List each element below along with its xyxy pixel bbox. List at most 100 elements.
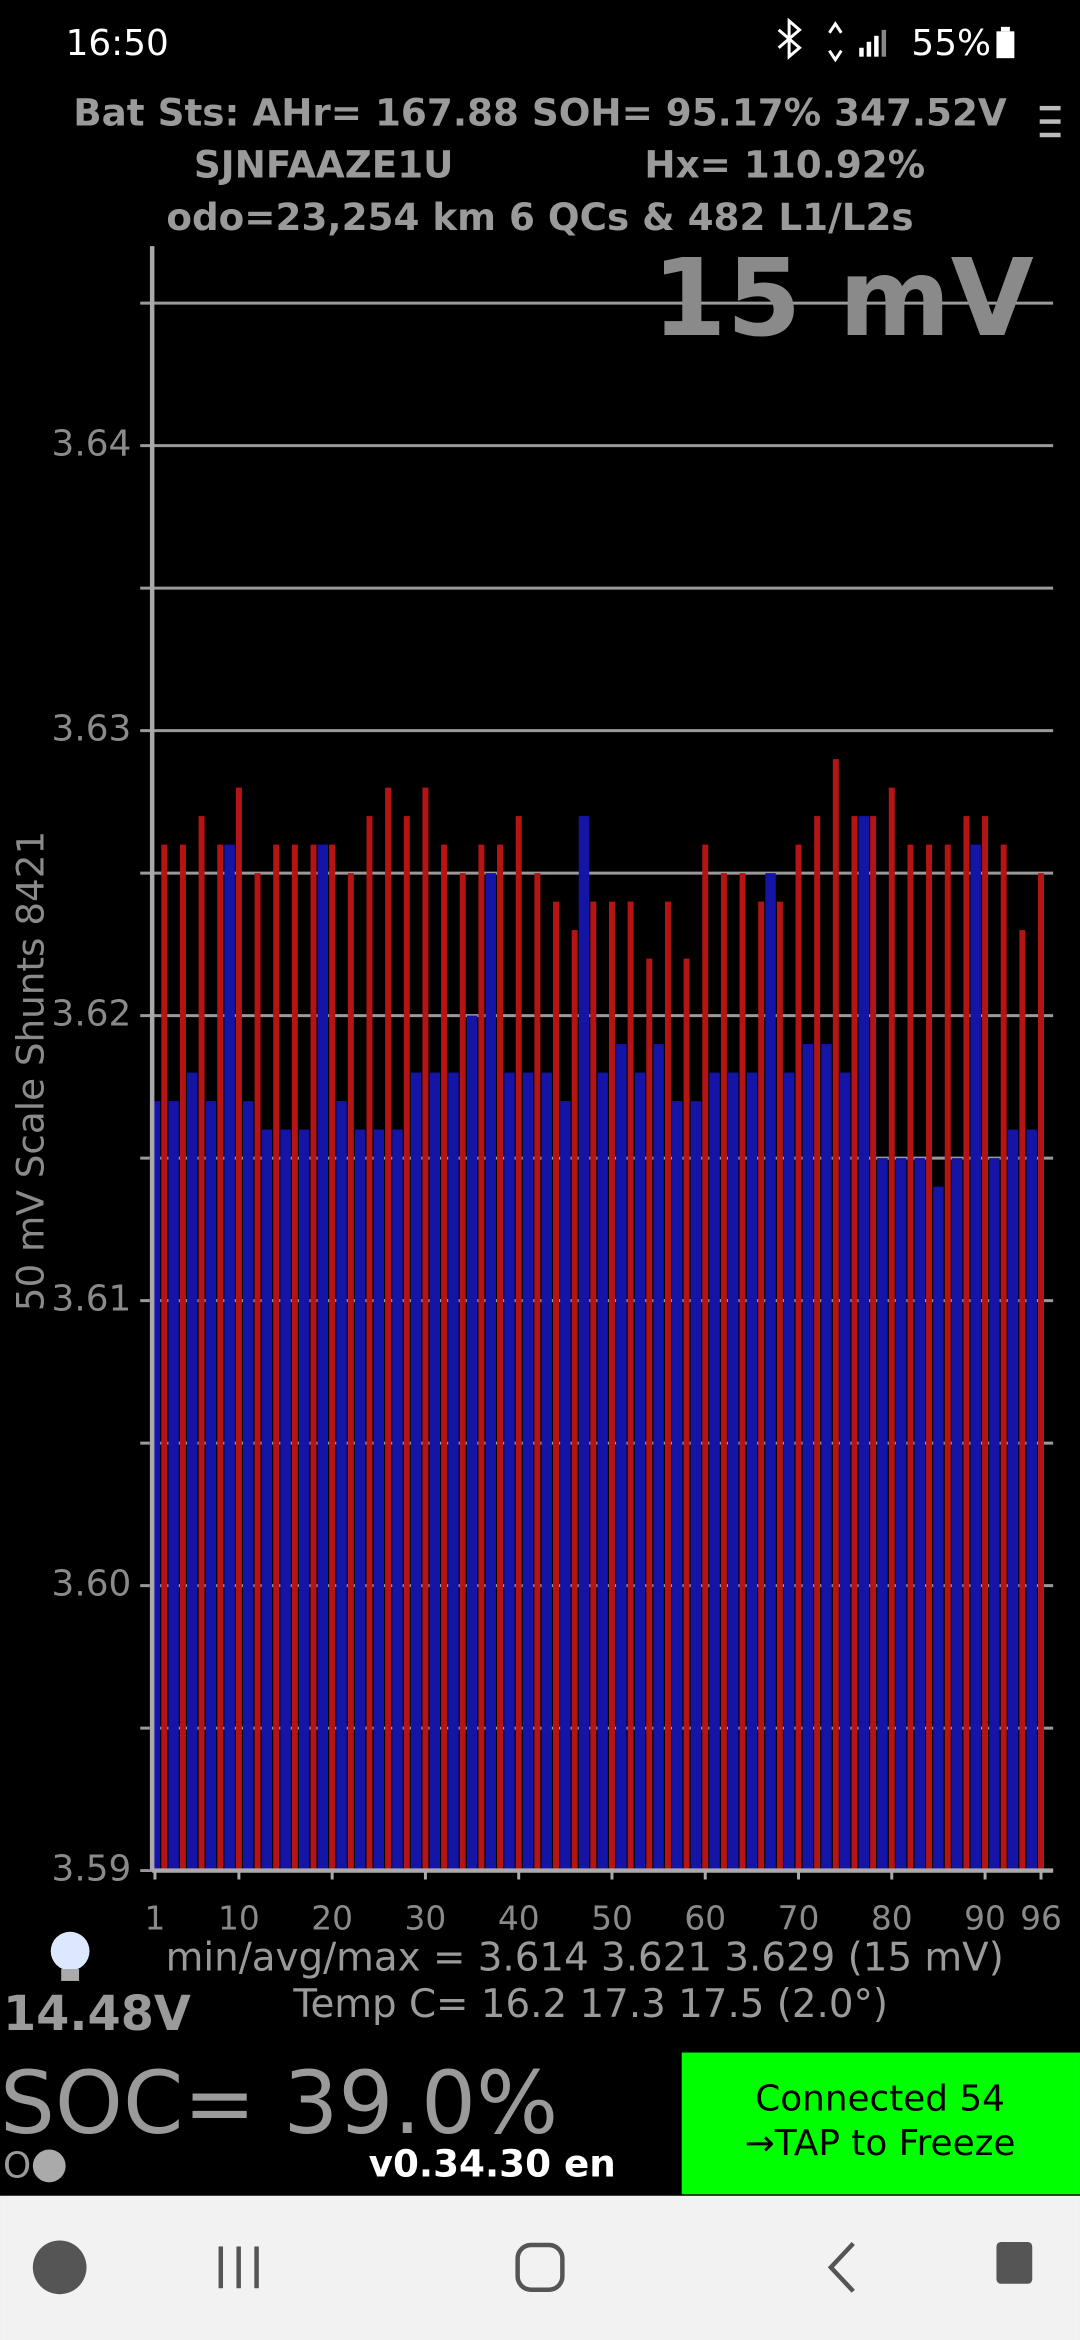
screenshot-icon[interactable]	[996, 2241, 1033, 2284]
odometer: odo=23,254 km 6 QCs & 482 L1/L2s	[166, 195, 913, 239]
bar	[187, 1072, 198, 1871]
bar	[273, 844, 280, 1871]
bar	[485, 873, 496, 1871]
x-tick-label: 50	[591, 1899, 633, 1937]
y-tick-label: 3.59	[52, 1849, 132, 1890]
bar	[560, 1101, 571, 1871]
y-tick-label: 3.60	[52, 1564, 132, 1605]
bar	[571, 930, 578, 1871]
mode-dot[interactable]	[32, 2149, 66, 2183]
bar	[832, 759, 839, 1871]
bar	[254, 873, 261, 1871]
bar	[410, 1072, 422, 1871]
x-tick-label: 80	[871, 1899, 913, 1937]
bar	[739, 873, 746, 1871]
chart[interactable]: 3.59 3.60 3.61 3.62 3.63 3.64 1 10 20 30 40 50 60 70 8…	[52, 246, 1062, 1937]
bar	[354, 1129, 366, 1871]
bar	[310, 844, 317, 1871]
bar	[758, 901, 765, 1871]
bar	[347, 873, 354, 1871]
bar	[466, 1015, 478, 1871]
bar	[578, 816, 590, 1871]
bar	[765, 873, 776, 1871]
x-tick-label: 30	[405, 1899, 447, 1937]
bar	[329, 844, 336, 1871]
bar	[858, 816, 870, 1871]
hx: Hx= 110.92%	[644, 143, 925, 187]
y-axis-label: 50 mV Scale Shunts 8421	[8, 831, 52, 1311]
nav-bar	[0, 2195, 1080, 2340]
bar	[441, 844, 448, 1871]
bar	[982, 816, 989, 1871]
bar	[851, 816, 858, 1871]
bar	[504, 1072, 515, 1871]
button-label: →TAP to Freeze	[745, 2123, 1016, 2164]
bar	[664, 901, 671, 1871]
bar	[179, 844, 186, 1871]
data-icon	[828, 21, 843, 63]
bar	[702, 844, 709, 1871]
battery-icon	[996, 31, 1015, 59]
bar	[261, 1129, 273, 1871]
bar	[728, 1072, 739, 1871]
signal-icon	[874, 35, 879, 57]
pack-voltage: 14.48V	[3, 1987, 191, 2042]
bar	[821, 1044, 832, 1871]
bar	[161, 844, 168, 1871]
freeze-button[interactable]	[681, 2052, 1080, 2195]
bar	[198, 816, 205, 1871]
bar	[672, 1101, 683, 1871]
bar	[403, 816, 410, 1871]
bar	[1038, 873, 1044, 1871]
x-tick-label: 96	[1020, 1899, 1062, 1937]
back-button[interactable]	[827, 2241, 855, 2293]
bar	[709, 1072, 720, 1871]
bar	[373, 1129, 385, 1871]
y-tick-label: 3.63	[52, 709, 132, 750]
bar	[478, 844, 485, 1871]
battery-percent: 55%	[911, 23, 991, 64]
bar	[634, 1072, 646, 1871]
y-tick-label: 3.64	[52, 424, 132, 465]
bar	[515, 816, 522, 1871]
bar	[895, 1158, 907, 1871]
bar	[553, 901, 559, 1871]
bar	[877, 1158, 888, 1871]
signal-icon	[859, 47, 864, 57]
bar	[429, 1072, 440, 1871]
clock: 16:50	[66, 23, 169, 64]
x-tick-label: 1	[145, 1899, 166, 1937]
x-tick-label: 20	[311, 1899, 353, 1937]
bar	[1007, 1129, 1019, 1871]
bar	[336, 1101, 347, 1871]
game-icon[interactable]	[32, 2240, 87, 2295]
y-tick-label: 3.61	[52, 1279, 132, 1320]
bar	[522, 1072, 534, 1871]
temperature: Temp C= 16.2 17.3 17.5 (2.0°)	[292, 1982, 888, 2027]
bar	[317, 844, 329, 1871]
bar	[914, 1158, 925, 1871]
bar	[783, 1072, 795, 1871]
bar	[795, 844, 802, 1871]
bar	[907, 844, 914, 1871]
bar	[1000, 844, 1007, 1871]
recents-button[interactable]	[218, 2246, 259, 2289]
x-tick-label: 70	[778, 1899, 820, 1937]
x-tick-label: 40	[498, 1899, 540, 1937]
bar	[205, 1101, 217, 1871]
menu-icon[interactable]	[1039, 105, 1061, 138]
bar	[280, 1129, 291, 1871]
bar	[944, 844, 951, 1871]
bar	[1019, 930, 1026, 1871]
x-tick-label: 60	[684, 1899, 726, 1937]
vin: SJNFAAZE1U	[194, 143, 454, 187]
battery-status: Bat Sts: AHr= 167.88 SOH= 95.17% 347.52V	[73, 90, 1007, 134]
y-tick-label: 3.62	[52, 994, 132, 1035]
bar	[385, 787, 392, 1871]
bulb-icon[interactable]	[50, 1931, 90, 1981]
bar	[597, 1072, 608, 1871]
bluetooth-icon	[777, 17, 802, 60]
home-button[interactable]	[515, 2242, 565, 2292]
scale-annotation: 15 mV	[652, 236, 1034, 361]
